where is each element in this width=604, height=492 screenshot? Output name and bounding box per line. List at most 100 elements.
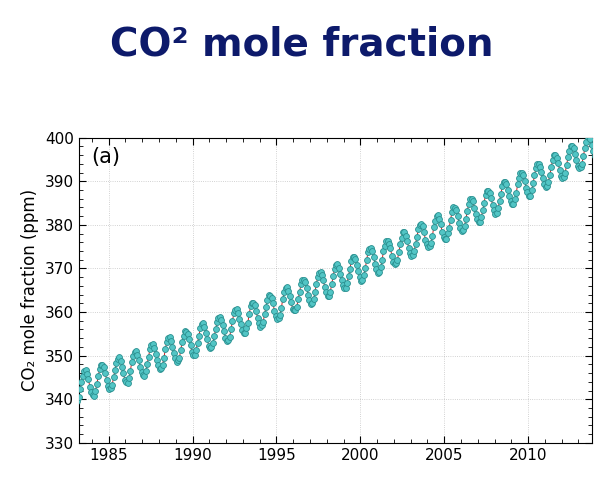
Point: [95, 365, 104, 373]
Point: [525, 192, 535, 200]
Point: [524, 192, 534, 200]
Point: [400, 228, 410, 236]
Point: [167, 343, 177, 351]
Point: [507, 200, 517, 208]
Point: [397, 234, 406, 242]
Point: [559, 173, 568, 181]
Point: [485, 188, 495, 196]
Point: [292, 303, 301, 311]
Point: [579, 153, 588, 160]
Point: [131, 347, 141, 355]
Point: [384, 240, 394, 247]
Point: [416, 220, 426, 228]
Point: [151, 350, 161, 358]
Point: [109, 373, 118, 381]
Point: [552, 154, 562, 162]
Point: [304, 296, 314, 304]
Point: [369, 253, 379, 261]
Point: [172, 358, 181, 366]
Point: [263, 296, 272, 304]
Point: [549, 152, 559, 159]
Point: [291, 307, 300, 314]
Point: [394, 248, 403, 256]
Point: [149, 344, 159, 352]
Point: [233, 308, 243, 316]
Point: [282, 283, 292, 291]
Point: [268, 299, 278, 307]
Point: [271, 312, 281, 320]
Point: [381, 237, 391, 245]
Point: [117, 363, 127, 371]
Point: [180, 328, 190, 336]
Point: [145, 345, 155, 353]
Point: [557, 174, 567, 182]
Point: [215, 313, 225, 321]
Point: [155, 365, 164, 373]
Point: [312, 280, 321, 288]
Point: [590, 153, 599, 160]
Point: [230, 307, 240, 314]
Point: [446, 215, 455, 223]
Point: [71, 398, 81, 405]
Point: [249, 299, 259, 307]
Point: [344, 272, 353, 280]
Point: [443, 229, 452, 237]
Point: [269, 307, 279, 315]
Point: [545, 171, 554, 179]
Point: [329, 273, 338, 280]
Point: [100, 369, 110, 377]
Point: [436, 220, 446, 228]
Point: [496, 189, 506, 197]
Point: [170, 354, 180, 362]
Point: [226, 325, 236, 333]
Point: [419, 228, 429, 236]
Point: [442, 235, 451, 243]
Point: [566, 143, 576, 151]
Point: [76, 385, 85, 393]
Point: [183, 330, 193, 338]
Point: [202, 336, 212, 343]
Point: [468, 197, 478, 205]
Point: [561, 169, 570, 177]
Point: [544, 178, 553, 185]
Point: [72, 397, 82, 405]
Point: [391, 259, 401, 267]
Point: [465, 195, 475, 203]
Point: [547, 163, 556, 171]
Point: [118, 369, 128, 377]
Point: [355, 273, 365, 280]
Point: [483, 186, 493, 194]
Point: [161, 345, 170, 353]
Point: [130, 348, 140, 356]
Point: [211, 325, 220, 333]
Point: [99, 363, 109, 370]
Point: [310, 288, 320, 296]
Point: [429, 223, 439, 231]
Point: [242, 324, 251, 332]
Point: [451, 206, 461, 214]
Point: [402, 237, 412, 245]
Point: [365, 245, 374, 253]
Point: [178, 338, 187, 346]
Point: [240, 330, 250, 338]
Point: [200, 323, 210, 331]
Point: [548, 156, 557, 164]
Point: [327, 280, 336, 288]
Point: [349, 253, 359, 261]
Point: [482, 187, 492, 195]
Point: [176, 346, 185, 354]
Point: [530, 172, 539, 180]
Point: [518, 172, 528, 180]
Point: [406, 252, 416, 260]
Point: [216, 316, 226, 324]
Point: [398, 228, 408, 236]
Point: [541, 184, 550, 191]
Point: [280, 288, 289, 296]
Point: [528, 180, 538, 187]
Point: [506, 197, 516, 205]
Point: [463, 207, 472, 215]
Point: [334, 264, 344, 272]
Point: [162, 338, 172, 346]
Point: [225, 333, 234, 341]
Point: [378, 256, 387, 264]
